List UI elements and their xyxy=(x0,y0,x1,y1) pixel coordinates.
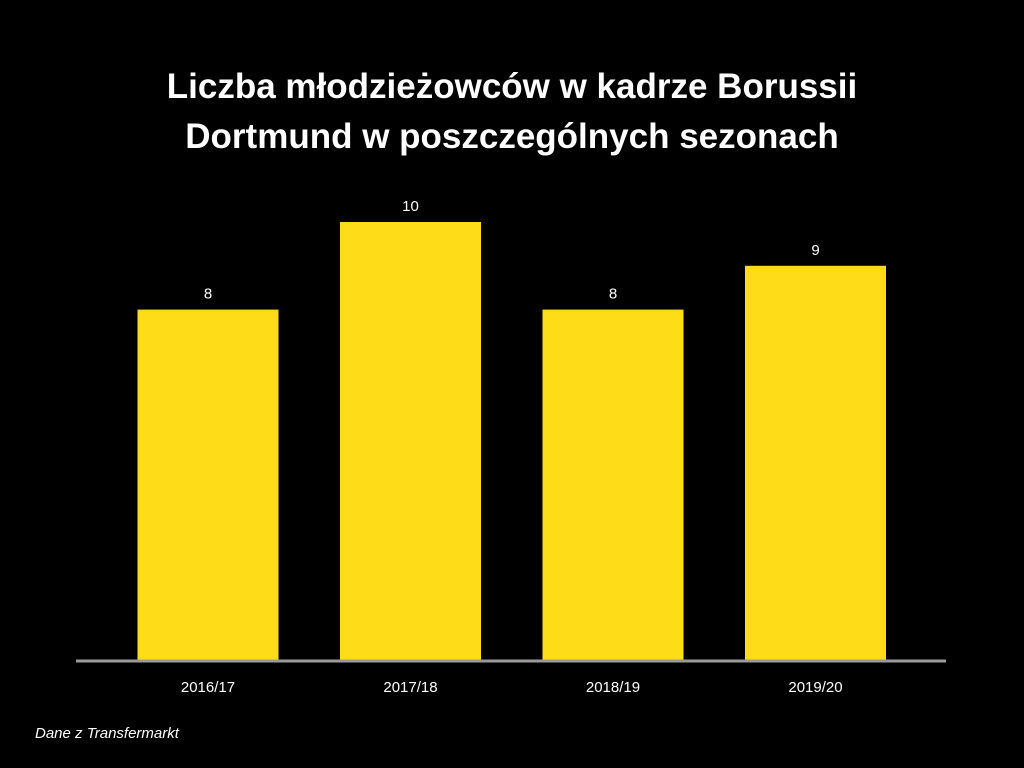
data-label-2019-20: 9 xyxy=(811,242,819,259)
source-note: Dane z Transfermarkt xyxy=(35,725,179,742)
chart-title: Liczba młodzieżowców w kadrze Borussii D… xyxy=(0,62,1024,162)
bar-2016-17 xyxy=(137,309,279,660)
chart-title-line-1: Liczba młodzieżowców w kadrze Borussii xyxy=(166,67,858,106)
chart-title-line-2: Dortmund w poszczególnych sezonach xyxy=(185,117,839,156)
x-tick-label-2019-20: 2019/20 xyxy=(788,679,842,696)
bar-2017-18 xyxy=(340,222,481,660)
data-label-2016-17: 8 xyxy=(204,286,212,303)
x-tick-label-2016-17: 2016/17 xyxy=(181,679,235,696)
x-tick-label-2017-18: 2017/18 xyxy=(383,679,437,696)
x-tick-label-2018-19: 2018/19 xyxy=(586,679,640,696)
data-label-2017-18: 10 xyxy=(402,198,419,215)
data-label-2018-19: 8 xyxy=(609,286,617,303)
bar-2019-20 xyxy=(745,265,886,660)
bar-2018-19 xyxy=(542,309,684,660)
